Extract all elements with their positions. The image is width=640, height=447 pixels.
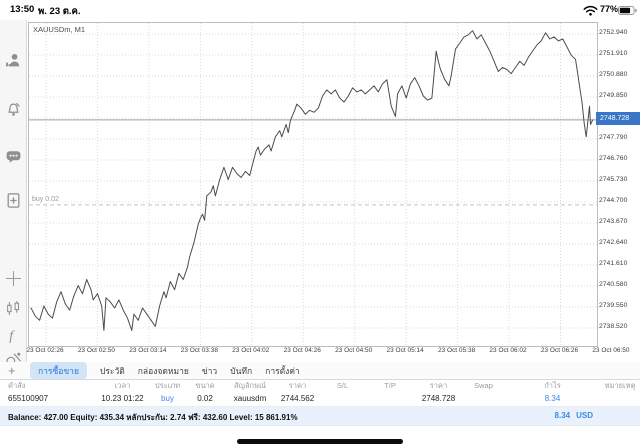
price-axis-label: 2743.670 (599, 218, 628, 225)
time-axis-label: 23 Oct 06:26 (540, 347, 579, 354)
battery-icon (618, 6, 637, 15)
price-axis-label: 2745.730 (599, 176, 628, 183)
total-profit-value: 8.34 (554, 411, 571, 420)
price-axis-label: 2744.700 (599, 197, 628, 204)
open-position-label[interactable]: buy 0.02 (30, 196, 61, 203)
time-axis-label: 23 Oct 04:50 (335, 347, 373, 354)
price-chart[interactable] (29, 23, 597, 346)
col-swap: Swap (474, 381, 493, 390)
price-axis-label: 2749.850 (599, 92, 628, 99)
account-summary-bar: Balance: 427.00 Equity: 435.34 หลักประกั… (0, 407, 640, 426)
time-axis-label: 23 Oct 02:50 (77, 347, 116, 354)
new-order-icon[interactable] (5, 192, 22, 209)
chat-icon[interactable] (5, 148, 22, 165)
time-axis-label: 23 Oct 03:38 (180, 347, 218, 354)
price-axis-label: 2746.760 (599, 155, 628, 162)
add-tab-button[interactable]: + (8, 363, 16, 378)
home-indicator[interactable] (237, 439, 403, 444)
col-order: คำสั่ง (8, 381, 26, 390)
cell-price: 2748.728 (421, 394, 456, 403)
cell-comment (600, 392, 640, 406)
price-axis-label: 2740.580 (599, 281, 628, 288)
col-time: เวลา (114, 381, 131, 390)
time-axis-label: 23 Oct 06:02 (489, 347, 527, 354)
indicator-f-icon[interactable]: f (5, 326, 22, 343)
status-bar: 13:50 พ. 23 ต.ค. 77% (0, 0, 640, 20)
time-axis-label: 23 Oct 05:38 (437, 347, 476, 354)
cell-tp (365, 392, 415, 406)
sidebar-toolbar: f M1 (0, 20, 27, 378)
time-axis-label: 23 Oct 06:50 (592, 347, 630, 354)
time-axis-label: 23 Oct 05:14 (386, 347, 424, 354)
col-symbol: สัญลักษณ์ (233, 381, 266, 390)
cell-type: buy (161, 394, 174, 403)
positions-table-header: คำสั่ง เวลา ประเภท ขนาด สัญลักษณ์ ราคา S… (0, 380, 640, 392)
battery-percent: 77% (599, 4, 618, 14)
price-axis-label: 2741.610 (599, 260, 628, 267)
bottom-tab-bar: + การซื้อขาย ประวัติ กล่องจดหมาย ข่าว บั… (0, 362, 640, 380)
time-axis-label: 23 Oct 04:26 (283, 347, 321, 354)
price-axis-label: 2747.790 (599, 134, 628, 141)
cell-order: 655100907 (8, 394, 49, 403)
chart-plot-area[interactable] (28, 22, 598, 347)
cell-size: 0.02 (197, 394, 213, 403)
tab-journal[interactable]: บันทึก (230, 365, 253, 376)
tab-list: การซื้อขาย ประวัติ กล่องจดหมาย ข่าว บันท… (30, 362, 300, 379)
chart-type-icon[interactable] (5, 300, 22, 317)
col-profit: กำไร (544, 381, 561, 390)
time-axis-label: 23 Oct 03:14 (129, 347, 167, 354)
tab-settings[interactable]: การตั้งค่า (265, 365, 300, 376)
price-axis[interactable]: 2752.940 2751.910 2750.880 2749.850 2747.790… (597, 22, 640, 346)
price-axis-label: 2751.910 (599, 50, 628, 57)
cell-swap (462, 392, 505, 406)
total-profit-currency: USD (576, 411, 593, 420)
time-axis[interactable]: 23 Oct 02:26 23 Oct 02:50 23 Oct 03:14 23 O… (0, 347, 640, 358)
cell-sl (320, 392, 365, 406)
price-axis-label: 2752.940 (599, 29, 628, 36)
cell-symbol: xauusdm (233, 394, 267, 403)
tab-mailbox[interactable]: กล่องจดหมาย (137, 365, 189, 376)
tab-trade[interactable]: การซื้อขาย (30, 362, 87, 379)
svg-text:f: f (9, 328, 15, 343)
crosshair-icon[interactable] (5, 270, 22, 287)
col-tp: T/P (384, 381, 396, 390)
price-axis-label: 2750.880 (599, 71, 628, 78)
balance-summary: Balance: 427.00 Equity: 435.34 หลักประกั… (8, 413, 298, 422)
col-open-price: ราคา (288, 381, 307, 390)
account-icon[interactable] (5, 52, 22, 69)
time-axis-label: 23 Oct 04:02 (232, 347, 270, 354)
cell-open-price: 2744.562 (280, 394, 315, 403)
chart-symbol-label: XAUUSDm, M1 (33, 25, 86, 34)
tab-news[interactable]: ข่าว (201, 365, 218, 376)
col-price: ราคา (429, 381, 448, 390)
wifi-icon (583, 5, 598, 16)
price-axis-label: 2742.640 (599, 239, 628, 246)
price-axis-label: 2738.520 (599, 323, 628, 330)
col-sl: S/L (336, 381, 349, 390)
clock-time: 13:50 (10, 4, 35, 15)
cell-time: 10.23 01:22 (101, 394, 144, 403)
time-axis-label: 23 Oct 02:26 (26, 347, 64, 354)
position-row[interactable]: 655100907 10.23 01:22 buy 0.02 xauusdm 2… (0, 392, 640, 407)
price-axis-label: 2739.550 (599, 302, 628, 309)
current-price-badge: 2748.728 (596, 112, 640, 125)
tab-history[interactable]: ประวัติ (99, 365, 125, 376)
cell-profit: 8.34 (544, 394, 561, 403)
alerts-icon[interactable] (5, 102, 22, 119)
col-size: ขนาด (195, 381, 215, 390)
col-comment: หมายเหตุ (604, 381, 636, 390)
clock-date: พ. 23 ต.ค. (38, 6, 81, 17)
total-profit: 8.34 USD (555, 411, 593, 420)
col-type: ประเภท (154, 381, 181, 390)
